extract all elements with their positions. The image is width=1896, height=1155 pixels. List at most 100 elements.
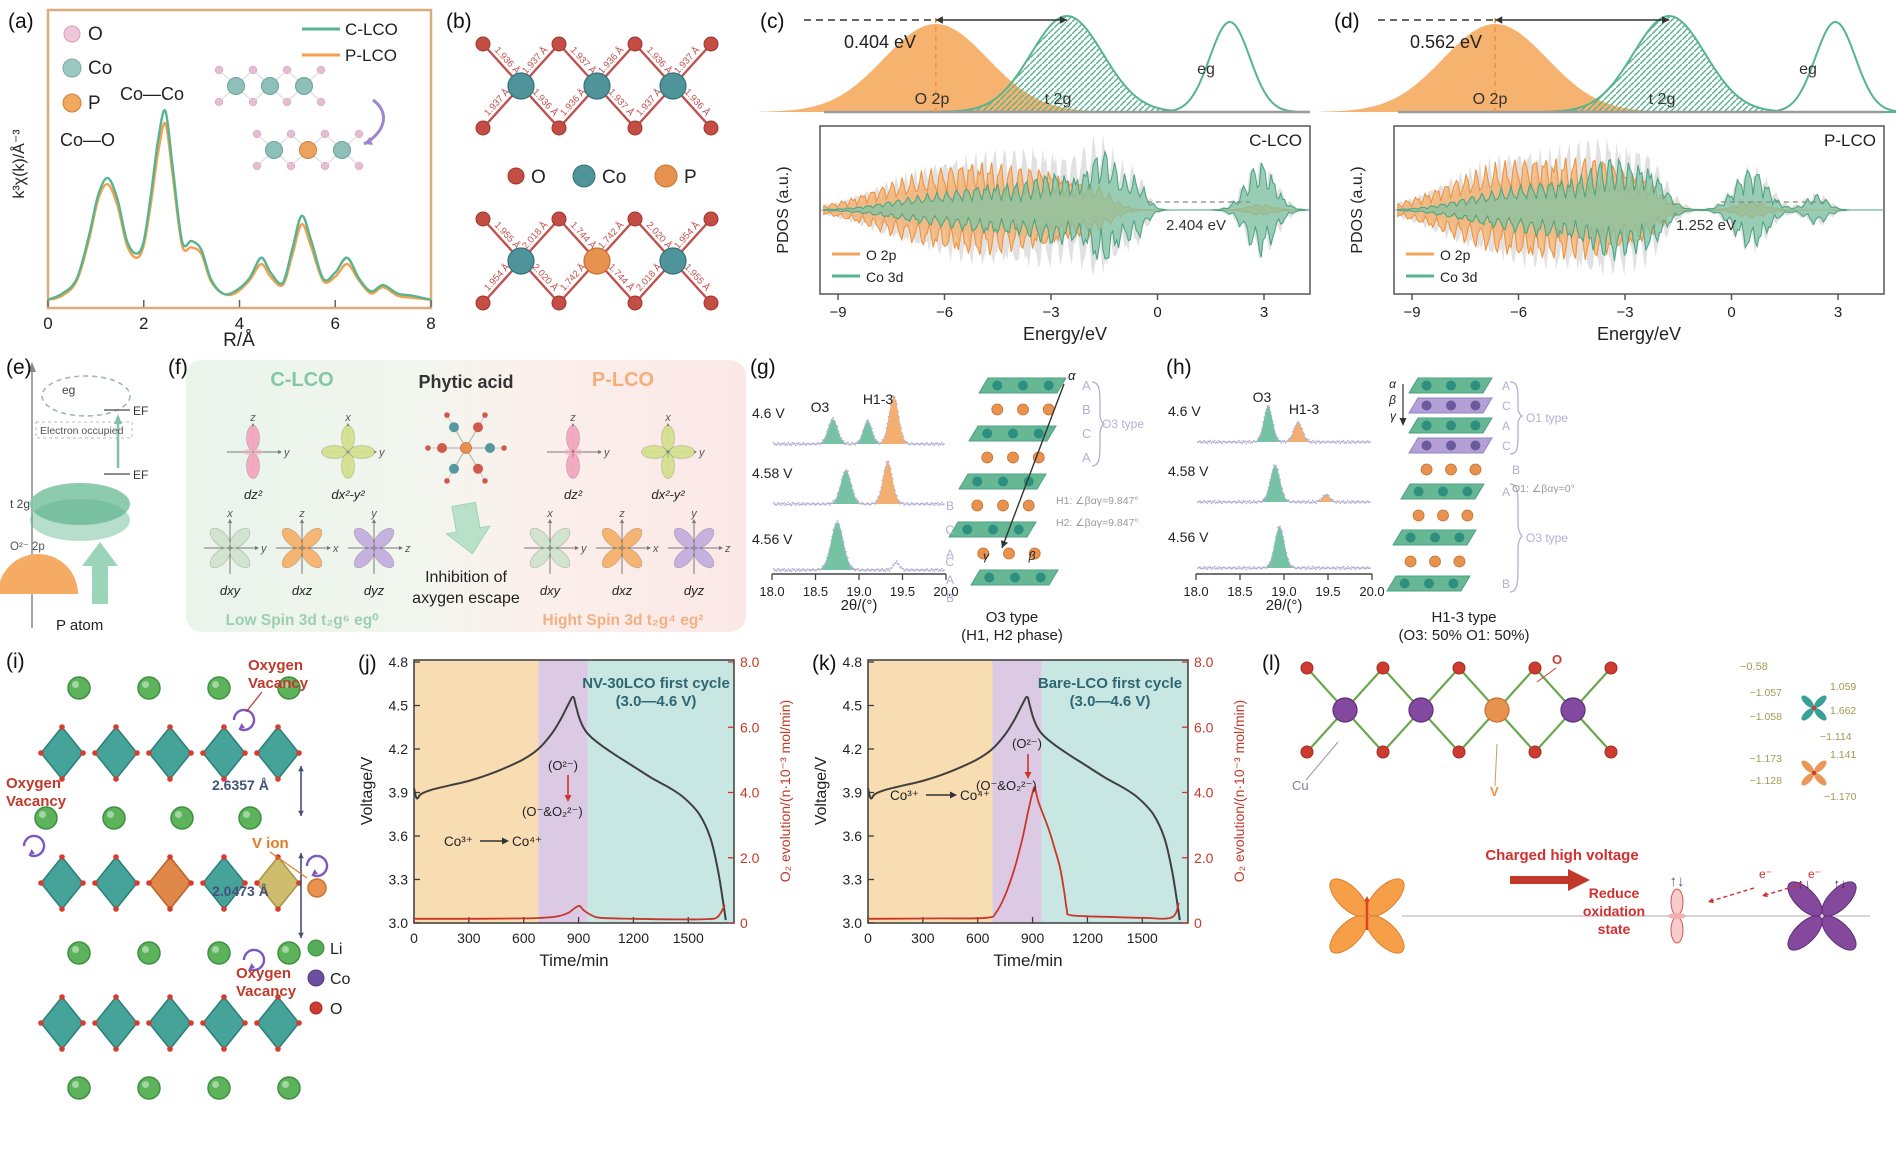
panel-label: (c) (760, 10, 785, 33)
arrowhead (299, 519, 305, 523)
scatter-point (1218, 565, 1220, 568)
band-schematic (759, 15, 1310, 114)
panel-label: (i) (6, 650, 25, 673)
scatter-point (1209, 566, 1212, 569)
scatter-point (943, 443, 945, 445)
o-legend-swatch (309, 1001, 323, 1015)
scatter-point (1317, 500, 1319, 503)
y-tick-label: 4.2 (389, 741, 409, 757)
scatter-point (779, 502, 781, 505)
p-atom (583, 247, 611, 275)
orbital-lobe (341, 453, 355, 479)
legend-label: Co (330, 971, 351, 988)
y-axis-label: Voltage/V (359, 756, 376, 825)
scatter-point (1272, 545, 1275, 548)
v-ion-atom (307, 878, 327, 898)
y-tick-label: 3.0 (389, 915, 409, 931)
plot-graphics: 3.0 3.3 3.6 3.9 4.2 4.5 4.8 0 2.0 4.0 6.0 8.0 0 300 60… (389, 654, 760, 946)
scatter-point (820, 567, 823, 570)
o-atom (475, 120, 491, 136)
scatter-point (875, 439, 877, 441)
li-layer-atom (971, 499, 984, 512)
y2-tick-label: 2.0 (740, 850, 760, 866)
scatter-point (871, 427, 873, 430)
li-atom (277, 1076, 301, 1100)
metal-atom (1008, 428, 1018, 439)
li-layer-atom (1022, 499, 1035, 512)
axis-label: x (546, 508, 553, 520)
scatter-point (890, 399, 893, 402)
o-atom (1528, 661, 1542, 675)
o-atom (1300, 745, 1314, 759)
scatter-point (936, 568, 939, 570)
scatter-point (933, 570, 936, 573)
gap-top-label: 0.562 eV (1410, 32, 1482, 52)
o2p-band (759, 24, 1113, 112)
x-axis-label: 2θ/(°) (841, 597, 878, 614)
scatter-point (1288, 438, 1291, 441)
xrd-peak (871, 461, 904, 504)
scatter-point (1205, 441, 1208, 443)
scatter-point (1277, 436, 1279, 439)
voltage-label: 4.6 V (1168, 403, 1201, 419)
line (269, 851, 308, 879)
scatter-point (776, 504, 778, 506)
scatter-point (1216, 567, 1219, 570)
scatter-point (1305, 437, 1308, 440)
cycle-plot-nv30: 3.0 3.3 3.6 3.9 4.2 4.5 4.8 0 2.0 4.0 6.0 8.0 0 300 60… (358, 652, 793, 970)
voltage-label: 4.56 V (1168, 529, 1209, 545)
orbital-lobe (1821, 881, 1857, 917)
scatter-point (1221, 568, 1223, 571)
scatter-point (1284, 442, 1287, 444)
scatter-point (777, 567, 779, 570)
scatter-point (1238, 499, 1240, 502)
o-atom (254, 880, 260, 886)
orbital-lobe (1787, 881, 1823, 917)
scatter-point (838, 433, 841, 435)
o-atom (482, 412, 488, 418)
panel-e: (e) eg Electron occupied EF EF t 2g O²⁻ … (0, 352, 166, 644)
arrowhead (575, 545, 579, 551)
scatter-point (821, 502, 824, 504)
scatter-point (929, 569, 932, 572)
cu-atom (1408, 697, 1434, 723)
scatter-point (1369, 567, 1371, 570)
phase-region (414, 660, 539, 923)
h13-peak-label: H1-3 (863, 391, 894, 407)
li-atom (207, 941, 231, 965)
vacancy-label: Vacancy (248, 675, 309, 692)
scatter-point (1205, 567, 1208, 569)
down-arrow (445, 501, 491, 555)
o-atom (1300, 661, 1314, 675)
scatter-point (890, 473, 893, 476)
highlight (72, 1081, 79, 1088)
scatter-point (847, 470, 849, 473)
scatter-point (881, 479, 884, 482)
scatter-point (922, 442, 924, 445)
scatter-point (1299, 424, 1302, 426)
pdos-plco: −9 −6 −3 0 3 (d) 0.562 eV O 2p t 2g eg PDOS … (1318, 10, 1896, 344)
x-tick-label: 600 (512, 930, 536, 946)
c-atom (449, 463, 459, 474)
scatter-point (782, 443, 784, 445)
octahedron (256, 725, 300, 781)
scatter-point (909, 443, 912, 446)
vacancy-structure: (i) Oxygen Vacancy Oxygen Vacancy Oxygen… (6, 650, 351, 1100)
scatter-point (1312, 565, 1314, 568)
scatter-point (797, 441, 800, 444)
y-tick-label: 3.9 (843, 785, 863, 801)
arrowhead (255, 545, 259, 551)
o-atom (167, 854, 173, 860)
y2-tick-label: 6.0 (1194, 719, 1214, 735)
scatter-point (1307, 499, 1310, 502)
charge-annotations: −1.057 1.059 −1.058 1.662 −1.114 −1.173 1.141 −… (1750, 681, 1857, 803)
scatter-point (782, 569, 784, 571)
mini-orbital-lobe (1814, 760, 1827, 773)
mini-orbital-lobe (1814, 708, 1827, 721)
li-layer-atom (991, 403, 1004, 416)
scatter-point (1327, 494, 1330, 497)
x-tick-label: 0 (43, 314, 52, 333)
xrd-peak (1263, 526, 1297, 568)
scatter-point (1237, 441, 1239, 444)
pdos-co3d (1397, 157, 1883, 261)
